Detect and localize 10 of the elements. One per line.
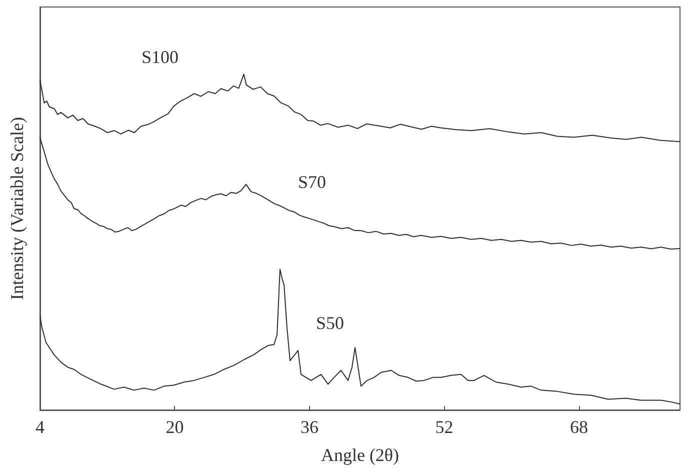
x-tick-label: 4 <box>36 417 44 437</box>
x-tick-label: 52 <box>435 417 454 437</box>
x-tick-label: 20 <box>166 417 184 437</box>
x-tick-label: 36 <box>300 417 318 437</box>
series-label: S100 <box>141 47 179 67</box>
series-label: S70 <box>298 172 326 192</box>
series-label: S50 <box>316 313 344 333</box>
x-tick-label: 68 <box>570 417 588 437</box>
x-axis-title: Angle (2θ) <box>320 445 400 465</box>
y-axis-title: Intensity (Variable Scale) <box>7 117 27 300</box>
